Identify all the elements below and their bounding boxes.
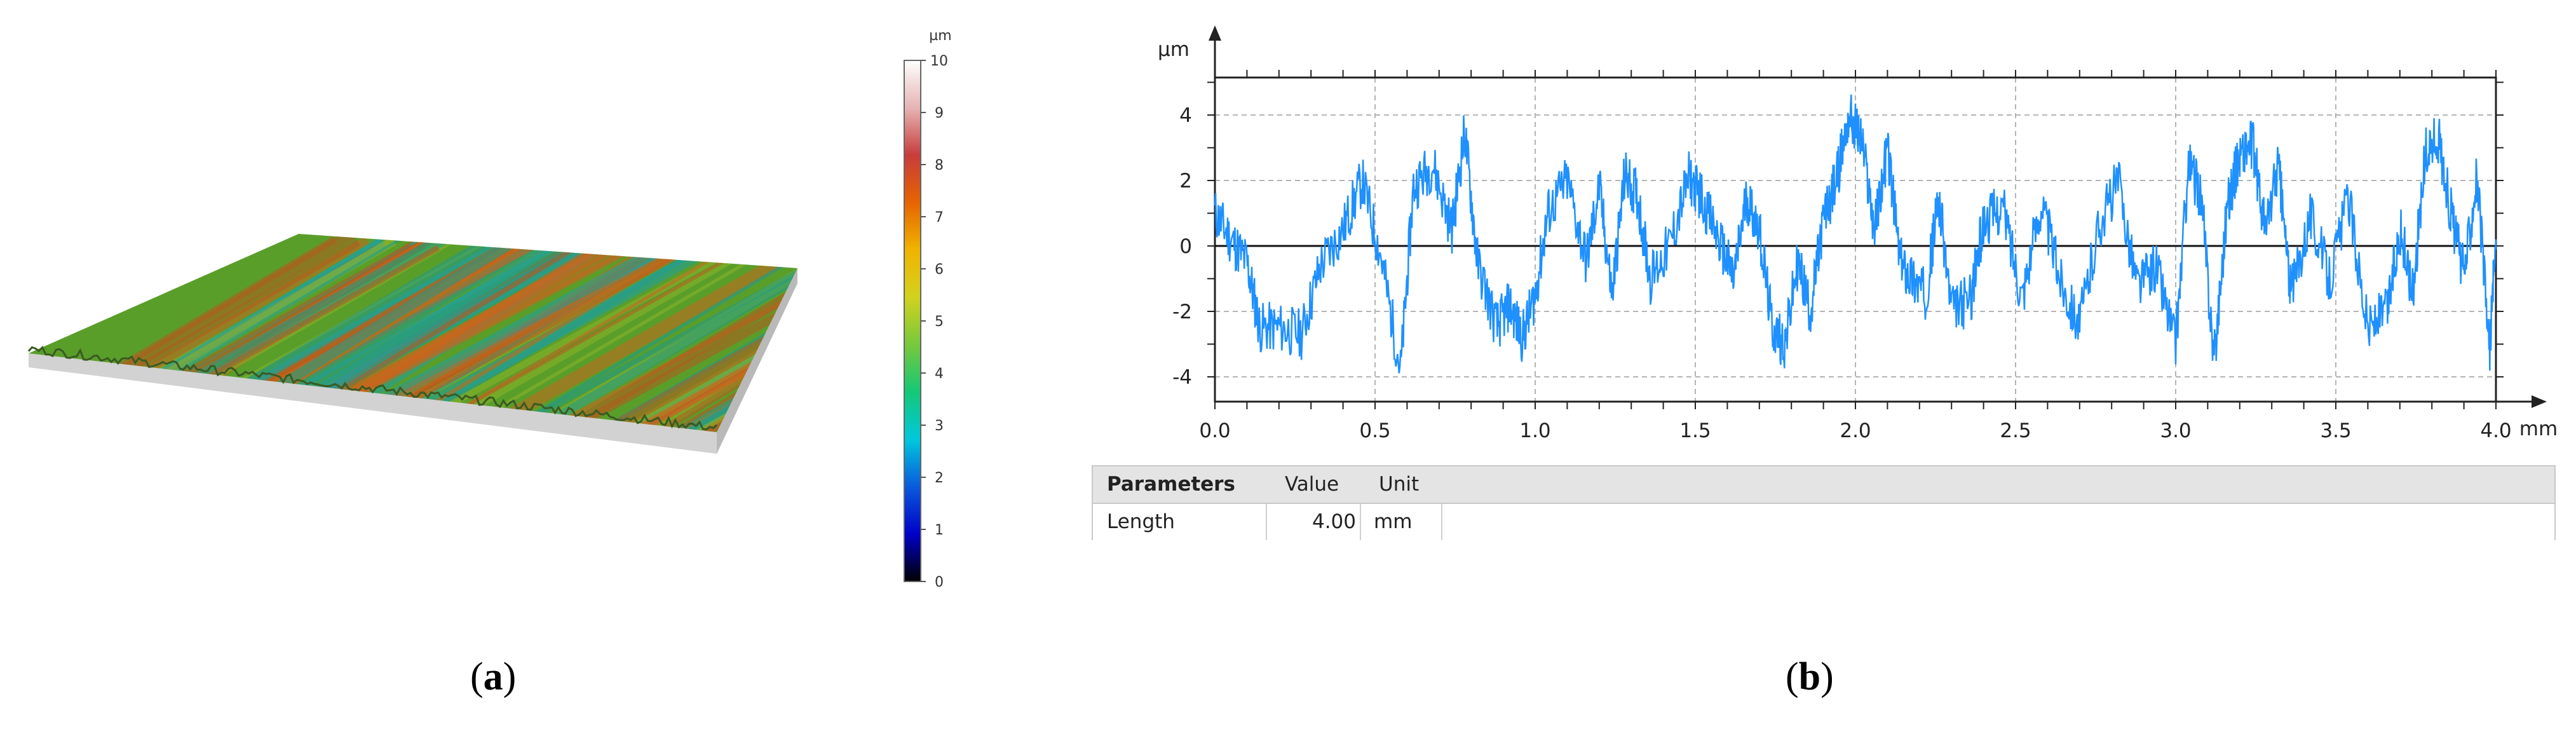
colorbar-tick-label: 9 [935,105,944,121]
table-header-row: Parameters Value Unit [1093,466,2554,504]
row-parameter-name: Length [1107,510,1175,533]
y-tick-labels: -4 -2 0 2 4 [1172,104,1192,389]
colorbar-unit-label: µm [929,28,951,44]
x-tick-label: 1.5 [1679,419,1711,442]
colorbar [904,60,921,582]
column-divider [1441,504,1442,540]
colorbar-tick-label: 4 [935,366,944,382]
colorbar-tick-label: 6 [935,262,944,278]
x-tick-label: 1.0 [1519,419,1550,442]
surface-streak [492,234,797,432]
colorbar-tick-label: 7 [935,210,944,226]
x-tick-label: 4.0 [2480,419,2511,442]
colorbar-tick-label: 1 [935,522,944,538]
x-tick-labels: 0.0 0.5 1.0 1.5 2.0 2.5 3.0 3.5 4.0 [1199,419,2511,442]
row-unit: mm [1374,510,1413,533]
x-tick-label: 3.5 [2320,419,2351,442]
y-tick-label: 0 [1179,235,1192,258]
x-tick-label: 3.0 [2160,419,2191,442]
y-axis-label: µm [1158,38,1190,61]
profile-chart: 0.0 0.5 1.0 1.5 2.0 2.5 3.0 3.5 4.0 -4 -2 0 2 4 µm m… [1158,25,2558,442]
row-value: 4.00 [1312,510,1356,533]
x-tick-label: 0.5 [1359,419,1390,442]
y-axis-arrow [1209,25,1221,41]
surface-streak [668,234,797,432]
profile-series-line [1214,94,2497,374]
colorbar-tick-label: 10 [930,53,948,69]
column-divider [1266,504,1267,540]
surface-streak [627,234,797,432]
header-parameters: Parameters [1107,473,1235,496]
colorbar-tick-label: 8 [935,158,944,173]
surface-right-face [717,268,797,454]
caption-a: (a) [470,655,517,698]
surface-streak [517,234,797,432]
caption-b: (b) [1786,655,1834,698]
colorbar-tick-label: 3 [935,418,944,434]
x-tick-label: 0.0 [1199,419,1230,442]
header-value: Value [1285,473,1339,496]
surface-streak [645,234,797,432]
x-tick-label: 2.5 [2000,419,2031,442]
x-tick-label: 2.0 [1840,419,1871,442]
y-tick-label: -2 [1172,301,1192,323]
caption-a-letter: a [483,655,503,698]
y-tick-label: 4 [1179,104,1192,127]
y-tick-label: 2 [1179,170,1192,193]
caption-b-letter: b [1798,655,1821,698]
column-divider [1360,504,1361,540]
colorbar-tick-label: 5 [935,314,944,330]
y-tick-label: -4 [1172,366,1192,389]
colorbar-tick-label: 0 [935,574,944,590]
surface-streak [548,234,797,432]
x-axis-arrow [2532,395,2547,408]
colorbar-tick-label: 2 [935,470,944,486]
minor-ticks [1207,70,2504,409]
surface-side-face [29,353,717,454]
parameters-table: Parameters Value Unit Length 4.00 mm [1092,465,2556,540]
surface-streak [653,234,797,432]
table-row: Length 4.00 mm [1093,504,2554,540]
surface-front-edge [27,346,717,431]
header-unit: Unit [1379,473,1420,496]
x-axis-unit-label: mm [2519,418,2558,440]
